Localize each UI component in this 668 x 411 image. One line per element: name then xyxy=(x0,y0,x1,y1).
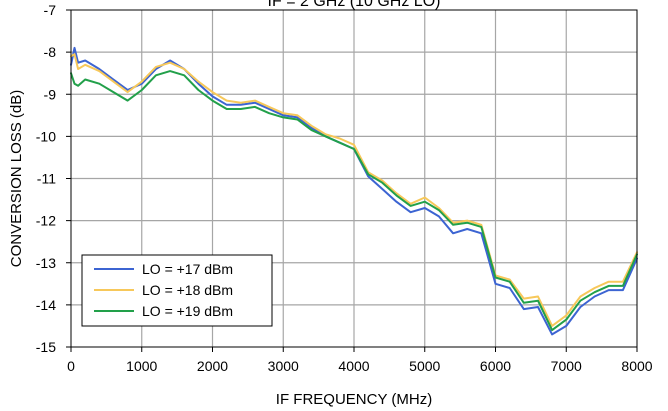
y-axis-label: CONVERSION LOSS (dB) xyxy=(8,90,25,268)
legend-items: LO = +17 dBm LO = +18 dBm LO = +19 dBm xyxy=(94,261,233,319)
y-tick-label: -12 xyxy=(36,213,56,229)
legend: LO = +17 dBm LO = +18 dBm LO = +19 dBm xyxy=(81,254,273,327)
gridlines xyxy=(71,10,637,347)
y-tick-label: -14 xyxy=(36,297,56,313)
x-tick-label: 5000 xyxy=(409,358,440,374)
legend-label: LO = +18 dBm xyxy=(142,282,233,298)
y-tick-label: -8 xyxy=(44,44,57,60)
x-tick-label: 0 xyxy=(67,358,75,374)
y-tick-label: -11 xyxy=(37,171,56,187)
x-tick-label: 7000 xyxy=(551,358,582,374)
y-tick-label: -7 xyxy=(44,2,57,18)
series-line xyxy=(70,53,638,327)
y-tick-label: -13 xyxy=(36,255,56,271)
x-tick-label: 1000 xyxy=(126,358,157,374)
y-axis-ticks: -7 -8 -9 -10 -11 -12 -13 -14 -15 xyxy=(36,2,71,355)
x-tick-label: 3000 xyxy=(268,358,299,374)
legend-label: LO = +17 dBm xyxy=(142,261,233,277)
x-tick-label: 4000 xyxy=(338,358,369,374)
chart-title: IF = 2 GHz (10 GHz LO) xyxy=(268,0,441,10)
x-tick-label: 2000 xyxy=(197,358,228,374)
y-tick-label: -15 xyxy=(36,339,56,355)
legend-label: LO = +19 dBm xyxy=(142,303,233,319)
series-line xyxy=(70,70,638,332)
y-tick-label: -9 xyxy=(44,86,57,102)
x-tick-label: 8000 xyxy=(621,358,652,374)
x-axis-label: IF FREQUENCY (MHz) xyxy=(276,391,432,408)
x-axis-ticks: 0 1000 2000 3000 4000 5000 6000 7000 8000 xyxy=(67,347,653,374)
series-lines xyxy=(70,46,638,336)
x-tick-label: 6000 xyxy=(480,358,511,374)
y-tick-label: -10 xyxy=(36,128,56,144)
